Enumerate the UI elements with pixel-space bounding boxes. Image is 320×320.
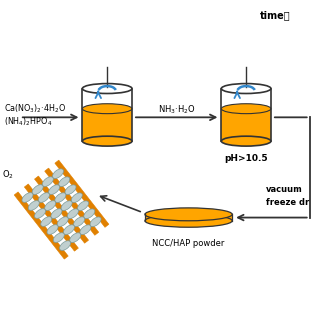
Ellipse shape [41,217,52,226]
Polygon shape [24,184,78,251]
Ellipse shape [35,209,45,218]
Ellipse shape [70,233,81,243]
Text: (NH$_4$)$_2$HPO$_4$: (NH$_4$)$_2$HPO$_4$ [4,115,52,128]
Polygon shape [221,109,271,141]
Ellipse shape [221,136,271,146]
Ellipse shape [53,233,64,242]
Ellipse shape [55,193,66,203]
Ellipse shape [28,201,39,210]
Ellipse shape [68,209,78,219]
Ellipse shape [77,201,89,211]
Ellipse shape [45,201,56,211]
Text: vacuum: vacuum [266,185,303,194]
Ellipse shape [57,217,68,227]
Ellipse shape [59,177,70,187]
Ellipse shape [65,185,76,195]
Ellipse shape [22,193,33,202]
Ellipse shape [74,217,85,227]
Ellipse shape [61,201,72,211]
Ellipse shape [63,225,75,235]
Ellipse shape [221,104,271,114]
Ellipse shape [90,217,101,227]
Polygon shape [55,160,109,227]
Text: freeze dr: freeze dr [266,198,309,207]
Ellipse shape [51,209,62,219]
Ellipse shape [145,208,232,221]
Polygon shape [14,192,68,259]
Ellipse shape [71,193,82,203]
Ellipse shape [145,214,232,227]
Text: NH$_3$·H$_2$O: NH$_3$·H$_2$O [158,103,196,116]
Ellipse shape [49,185,60,195]
Text: NCC/HAP powder: NCC/HAP powder [152,239,225,248]
Polygon shape [145,214,232,221]
Polygon shape [82,109,132,141]
Text: Ca(NO$_3$)$_2$·4H$_2$O: Ca(NO$_3$)$_2$·4H$_2$O [4,102,66,115]
Ellipse shape [80,225,91,235]
Ellipse shape [32,185,43,194]
Ellipse shape [84,209,95,219]
Ellipse shape [38,193,49,202]
Ellipse shape [82,136,132,146]
Ellipse shape [47,225,58,234]
Polygon shape [35,176,89,243]
Text: O$_2$: O$_2$ [2,169,14,181]
Ellipse shape [60,241,71,251]
Polygon shape [45,168,99,235]
Text: time：: time： [260,10,291,20]
Ellipse shape [52,169,63,179]
Ellipse shape [82,104,132,114]
Ellipse shape [42,177,53,187]
Text: pH>10.5: pH>10.5 [224,154,268,163]
